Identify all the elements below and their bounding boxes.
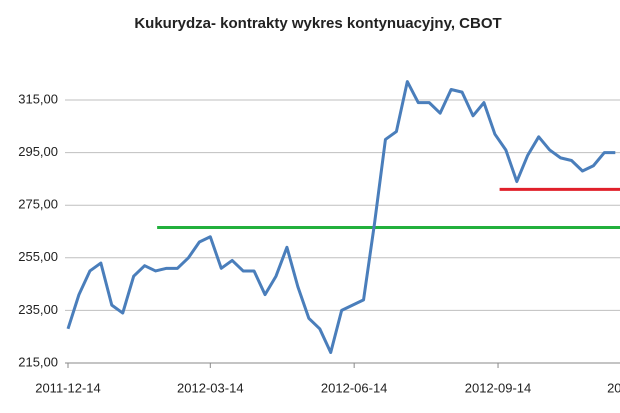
- x-tick-label: 2012-03-14: [177, 380, 244, 395]
- y-tick-label: 295,00: [18, 144, 58, 159]
- data-line: [66, 80, 616, 354]
- y-tick-label: 315,00: [18, 91, 58, 106]
- x-tick-label: 2011-12-14: [35, 380, 101, 395]
- x-tick-label: 2012-06-14: [321, 380, 388, 395]
- y-tick-label: 215,00: [18, 354, 58, 369]
- y-tick-label: 255,00: [18, 249, 58, 264]
- y-tick-label: 275,00: [18, 197, 58, 212]
- y-tick-label: 235,00: [18, 302, 58, 317]
- x-tick-label: 2012-12-14: [607, 380, 620, 395]
- chart-title: Kukurydza- kontrakty wykres kontynuacyjn…: [134, 15, 501, 32]
- x-tick-label: 2012-09-14: [465, 380, 532, 395]
